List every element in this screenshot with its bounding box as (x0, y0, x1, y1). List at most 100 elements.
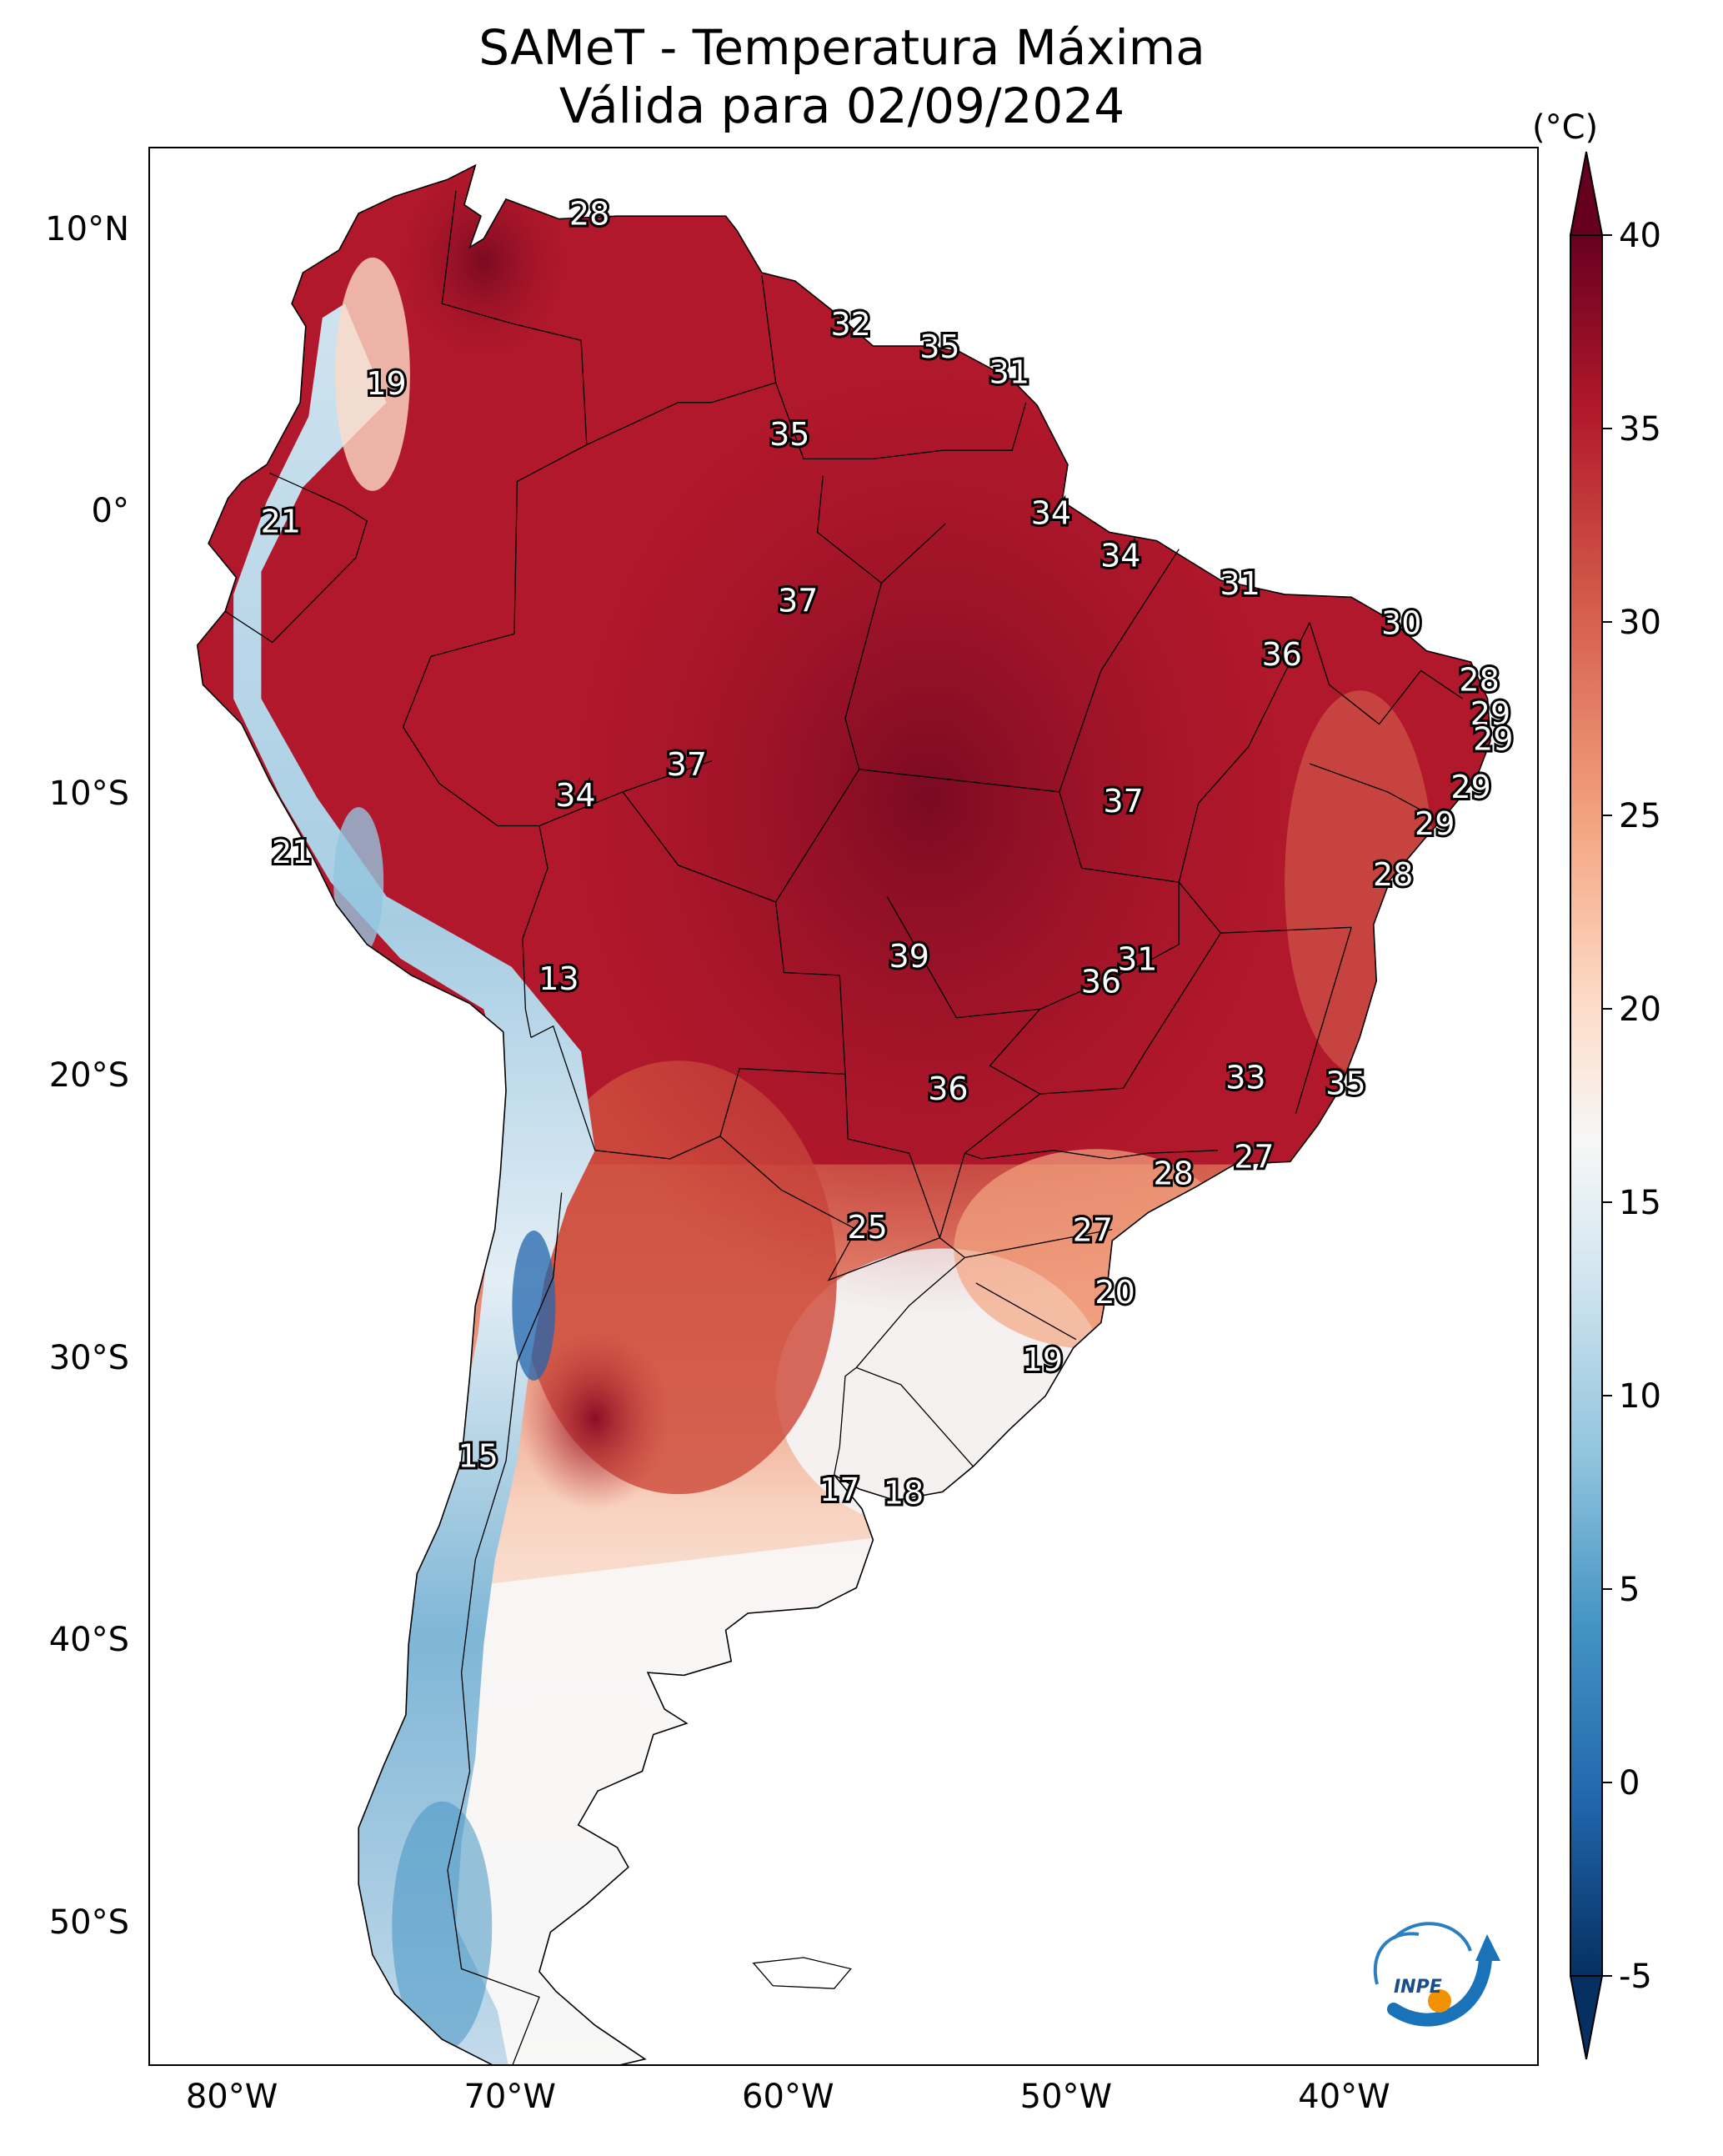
temperature-label: 17 (819, 1472, 859, 1508)
latitude-tick-label: 20°S (48, 1056, 129, 1096)
border-line (522, 825, 548, 1038)
title-line-2: Válida para 02/09/2024 (558, 78, 1125, 134)
temperature-label: 33 (1225, 1060, 1265, 1096)
amazon-hotspot (495, 280, 1363, 1315)
temperature-label: 36 (928, 1070, 968, 1107)
temperature-label: 34 (1031, 495, 1071, 532)
temperature-label: 28 (1153, 1156, 1193, 1192)
border-line (224, 472, 368, 644)
temperature-label: 19 (366, 365, 406, 402)
temperature-label: 36 (1081, 964, 1121, 1000)
temperature-label: 21 (261, 504, 301, 540)
temperature-label: 37 (667, 746, 707, 783)
temperature-label: 31 (1220, 565, 1260, 602)
temperature-label: 27 (1073, 1211, 1113, 1248)
temperature-label: 28 (1373, 856, 1413, 893)
border-line (530, 1025, 846, 1160)
colorbar-top-extend (1569, 151, 1604, 236)
colorbar-tick-label: 35 (1619, 410, 1661, 449)
colorbar-tick-label: 40 (1619, 217, 1661, 255)
temperature-label: 31 (989, 353, 1029, 390)
patagonia-zone (456, 1531, 929, 2064)
patagonia-cold (392, 1801, 493, 2052)
temperature-label: 20 (1094, 1274, 1134, 1311)
border-line (1295, 927, 1352, 1114)
longitude-tick-label: 40°W (1298, 2078, 1390, 2116)
temperature-label: 19 (1023, 1341, 1063, 1378)
temperature-label: 27 (1234, 1138, 1274, 1175)
temperature-label: 29 (1415, 805, 1455, 842)
temperature-label: 29 (1450, 769, 1490, 805)
page-title: SAMeT - Temperatura Máxima Válida para 0… (146, 18, 1538, 135)
temperature-label: 35 (769, 416, 809, 453)
cuyo-hotspot (519, 1326, 670, 1511)
colorbar-tick-label: 10 (1619, 1377, 1661, 1416)
longitude-tick-label: 50°W (1019, 2078, 1113, 2116)
border-line (964, 1228, 1113, 1259)
border-line (964, 1150, 1109, 1160)
country-borders (224, 190, 1463, 2064)
peru-cold (333, 807, 384, 958)
border-line (975, 1282, 1077, 1341)
temperature-label: 35 (1325, 1065, 1365, 1101)
temperature-label: 30 (1381, 605, 1421, 642)
temperature-label: 34 (555, 777, 595, 814)
border-line (774, 382, 1027, 460)
temperature-label: 28 (569, 196, 609, 233)
colorbar-bottom-extend (1569, 1975, 1604, 2060)
temperature-label: 15 (458, 1437, 498, 1474)
colorbar-tick-label: 30 (1619, 604, 1661, 642)
svg-text:INPE: INPE (1394, 1977, 1442, 1998)
map-panel: 28 19 32 35 31 35 21 34 34 31 37 30 36 28 29 29 37 34 37 29… (148, 147, 1539, 2066)
border-line (441, 190, 588, 634)
temperature-label: 28 (1459, 661, 1499, 698)
inpe-logo: INPE (1373, 1922, 1500, 2027)
colorbar-gradient (1570, 234, 1603, 1977)
border-line (1309, 622, 1463, 725)
border-line (622, 760, 713, 793)
colorbar-tick-label: -5 (1619, 1958, 1652, 1996)
temperature-label: 29 (1470, 695, 1510, 732)
temperature-label: 34 (1100, 537, 1140, 574)
latitude-tick-label: 10°N (45, 209, 129, 248)
border-line (402, 633, 846, 1075)
colorbar-tick-label: 5 (1619, 1571, 1640, 1609)
colorbar-tick-label: 20 (1619, 990, 1661, 1029)
colorbar-tick-label: 0 (1619, 1764, 1640, 1803)
border-line (586, 275, 777, 446)
colombia-andes (334, 257, 410, 491)
colorbar-tick-label: 25 (1619, 797, 1661, 835)
border-line (880, 523, 946, 584)
temperature-label: 18 (884, 1474, 924, 1511)
colorbar: 40 35 30 25 20 15 10 5 0 -5 (1569, 151, 1661, 2060)
colorbar-unit: (°C) (1532, 108, 1599, 147)
colorbar-tick-label: 15 (1619, 1184, 1661, 1222)
latitude-tick-label: 50°S (48, 1903, 129, 1942)
border-line (1109, 1150, 1219, 1160)
latitude-tick-label: 40°S (48, 1621, 129, 1660)
temperature-label: 37 (1103, 783, 1143, 820)
latitude-tick-label: 30°S (48, 1338, 129, 1377)
border-line (1059, 549, 1180, 793)
temperature-label: 35 (919, 328, 959, 365)
maracaibo-hotspot (383, 165, 584, 379)
border-line (886, 895, 1040, 1019)
border-line (1178, 803, 1221, 934)
border-line (834, 1366, 857, 1476)
title-line-1: SAMeT - Temperatura Máxima (478, 19, 1205, 76)
latitude-tick-label: 10°S (48, 774, 129, 813)
sul-brazil (954, 1149, 1238, 1350)
temperature-label: 39 (889, 938, 929, 975)
latitude-tick-label: 0° (91, 492, 129, 531)
temperature-label: 25 (848, 1209, 888, 1246)
longitude-tick-label: 80°W (185, 2078, 278, 2116)
temperature-label: 36 (1262, 636, 1302, 673)
temperature-label: 32 (830, 306, 870, 343)
border-line (447, 1192, 563, 2064)
temperature-label: 31 (1117, 940, 1157, 977)
border-line (1309, 763, 1430, 815)
temperature-label: 21 (272, 834, 312, 870)
temperature-label: 29 (1473, 720, 1513, 757)
